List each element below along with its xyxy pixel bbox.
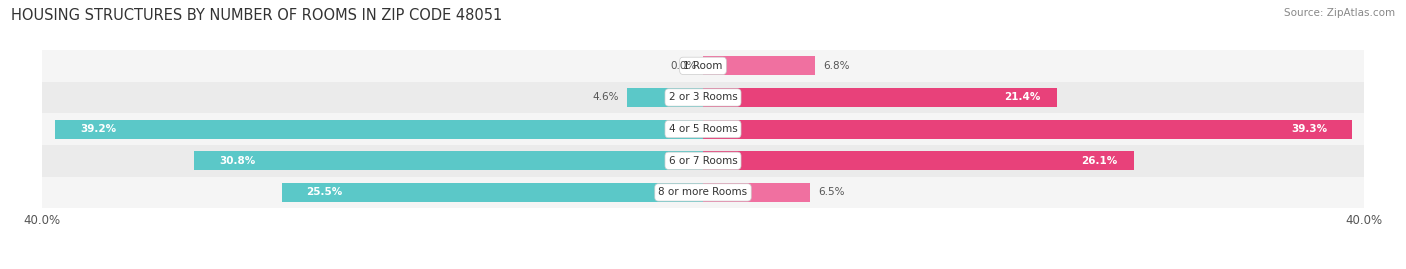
Text: HOUSING STRUCTURES BY NUMBER OF ROOMS IN ZIP CODE 48051: HOUSING STRUCTURES BY NUMBER OF ROOMS IN… — [11, 8, 502, 23]
Bar — [42, 176, 1364, 208]
Text: 21.4%: 21.4% — [1004, 93, 1040, 102]
Text: 25.5%: 25.5% — [307, 187, 343, 197]
Text: 39.2%: 39.2% — [80, 124, 117, 134]
Text: 30.8%: 30.8% — [219, 156, 256, 166]
Bar — [703, 88, 1056, 107]
Text: 8 or more Rooms: 8 or more Rooms — [658, 187, 748, 197]
Text: 26.1%: 26.1% — [1081, 156, 1118, 166]
Text: Source: ZipAtlas.com: Source: ZipAtlas.com — [1284, 8, 1395, 18]
Text: 6 or 7 Rooms: 6 or 7 Rooms — [669, 156, 737, 166]
Text: 4 or 5 Rooms: 4 or 5 Rooms — [669, 124, 737, 134]
Text: 39.3%: 39.3% — [1291, 124, 1327, 134]
Bar — [42, 82, 1364, 113]
Text: 1 Room: 1 Room — [683, 61, 723, 71]
Text: 4.6%: 4.6% — [592, 93, 619, 102]
Bar — [42, 50, 1364, 82]
Text: 6.8%: 6.8% — [824, 61, 851, 71]
Bar — [703, 151, 1135, 170]
Bar — [281, 183, 703, 202]
Bar — [194, 151, 703, 170]
Bar — [703, 56, 815, 75]
Bar — [703, 183, 810, 202]
Bar — [42, 113, 1364, 145]
Text: 2 or 3 Rooms: 2 or 3 Rooms — [669, 93, 737, 102]
Bar — [42, 145, 1364, 176]
Text: 6.5%: 6.5% — [818, 187, 845, 197]
Bar — [627, 88, 703, 107]
Bar — [55, 120, 703, 139]
Text: 0.0%: 0.0% — [671, 61, 696, 71]
Bar — [703, 120, 1353, 139]
